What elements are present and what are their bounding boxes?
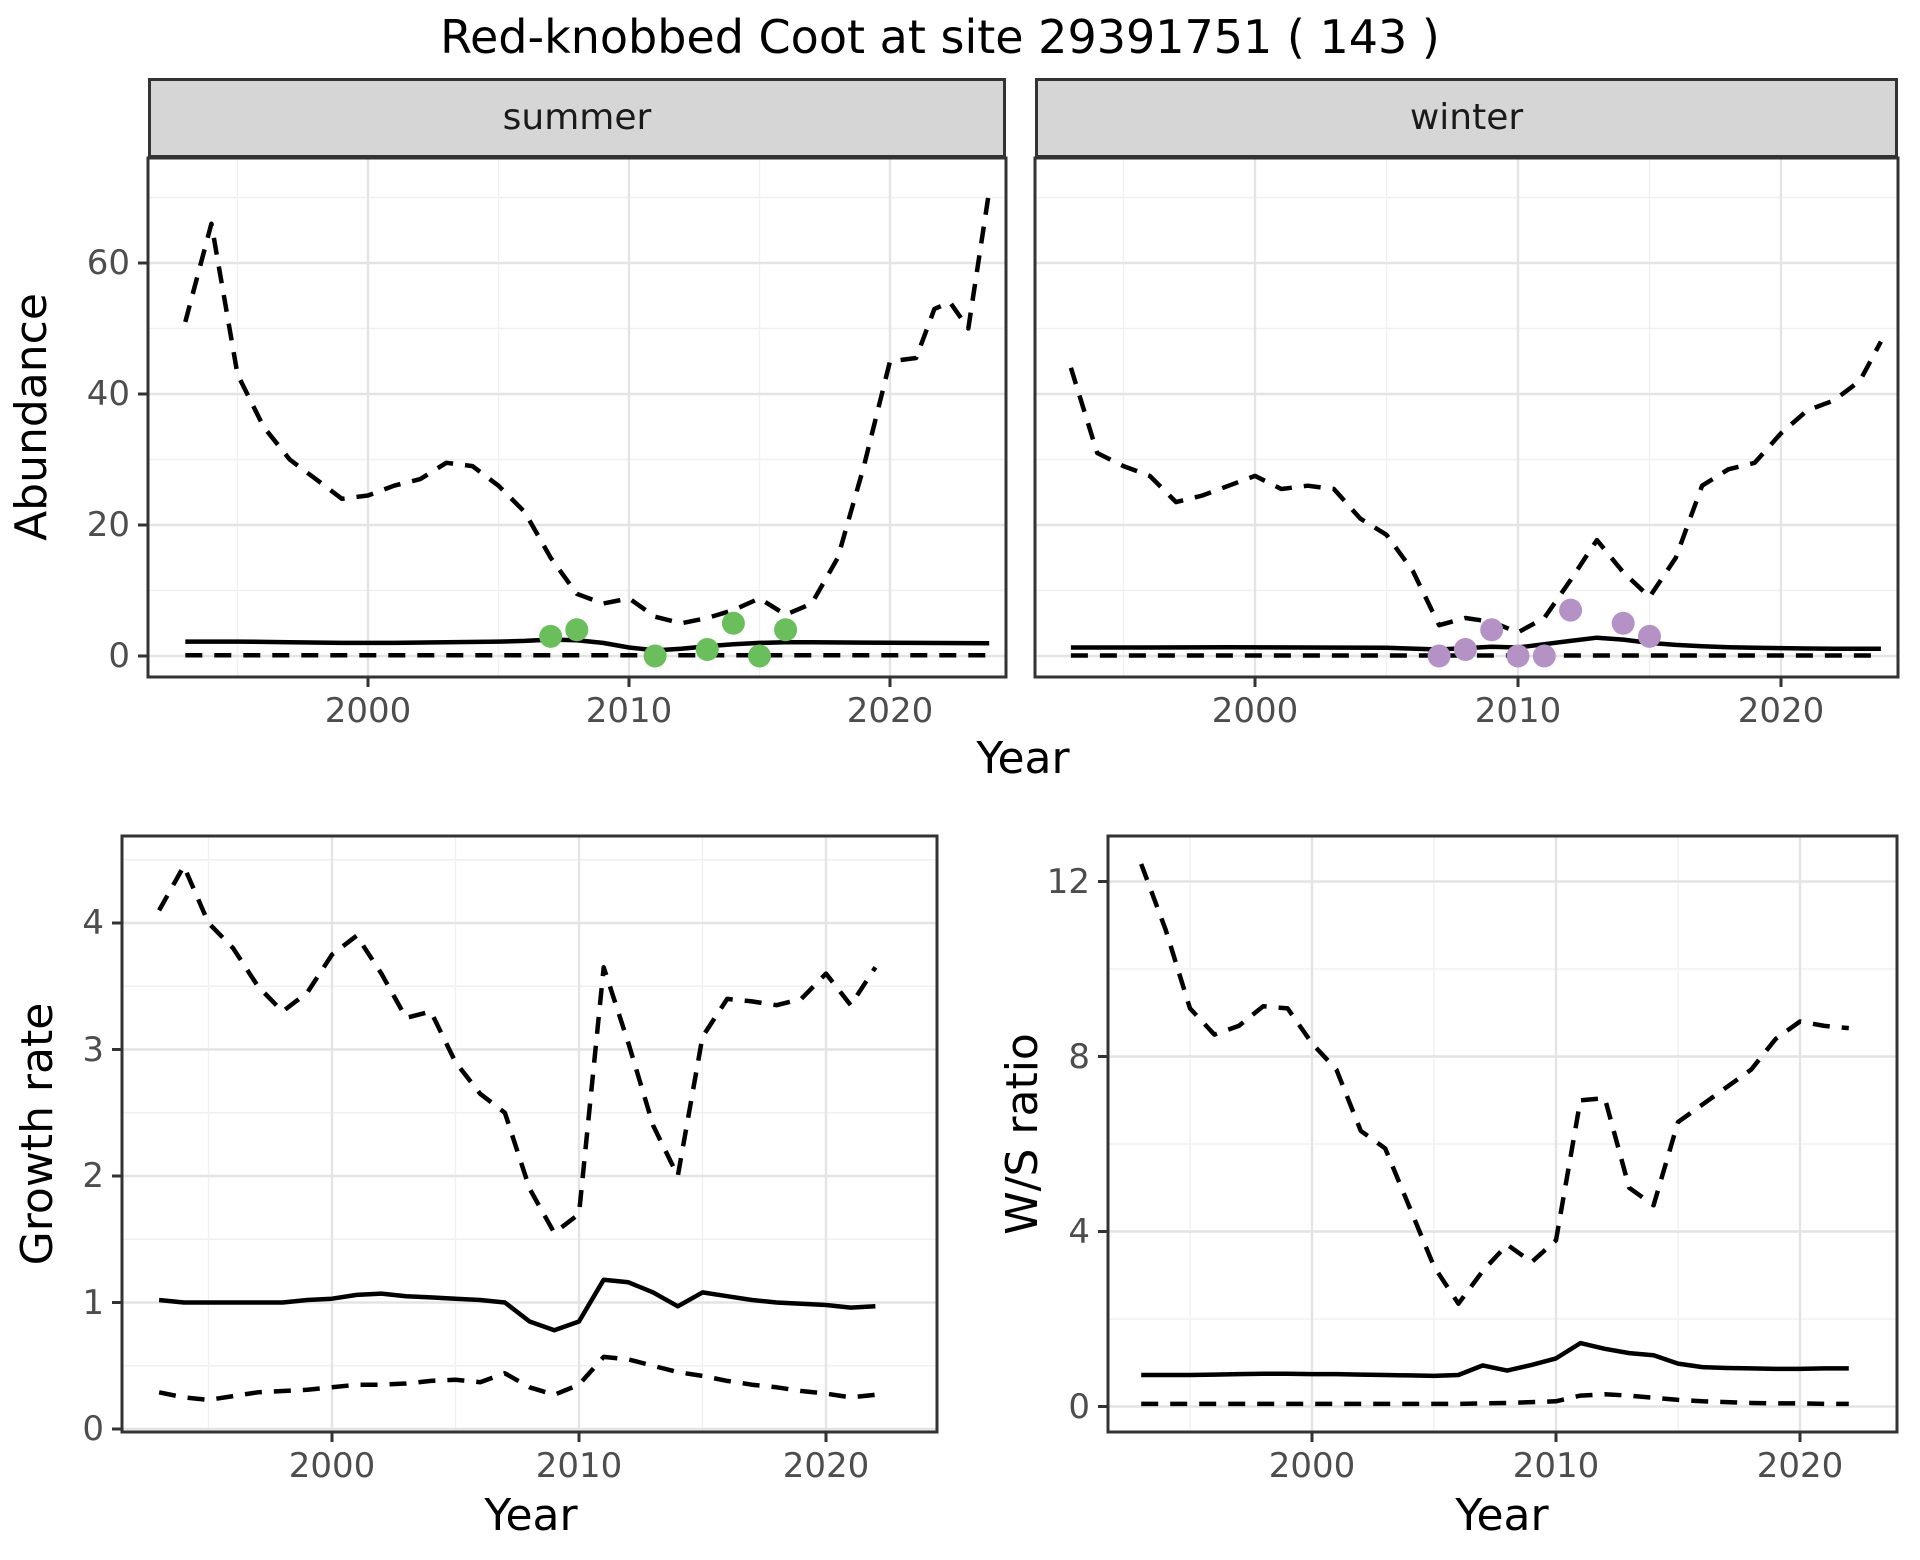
- observed-counts-point: [721, 611, 745, 635]
- chart-title: Red-knobbed Coot at site 29391751 ( 143 …: [440, 10, 1440, 64]
- y-tick-label: 3: [82, 1029, 104, 1070]
- upper-ci-line: [157, 863, 878, 1236]
- facet-strip-winter-label: winter: [1409, 97, 1524, 138]
- observed-counts-point: [1559, 598, 1583, 622]
- y-tick-label: 8: [1068, 1036, 1090, 1077]
- x-tick-label: 2020: [1737, 691, 1825, 731]
- x-tick-label: 2010: [585, 691, 673, 731]
- panel-growth-rate: [112, 834, 939, 1442]
- observed-counts-point: [643, 644, 667, 668]
- x-tick-label: 2010: [1474, 691, 1562, 731]
- x-tick-label: 2000: [1268, 1446, 1356, 1486]
- observed-counts-point: [774, 618, 798, 642]
- y-tick-label: 0: [1068, 1386, 1090, 1427]
- panel-abundance-summer: [138, 156, 1008, 687]
- x-tick-label: 2000: [1211, 691, 1299, 731]
- x-tick-label: 2000: [324, 691, 412, 731]
- top-year-axis-title: Year: [976, 733, 1070, 784]
- panel-border: [1106, 834, 1899, 1434]
- growth-year-axis-title: Year: [484, 1490, 578, 1541]
- ws-ratio-axis-title: W/S ratio: [997, 1033, 1048, 1235]
- observed-counts-point: [1453, 637, 1477, 661]
- lower-ci-line: [158, 1354, 876, 1403]
- observed-counts-point: [1480, 618, 1504, 642]
- upper-ci-line: [183, 190, 992, 626]
- lower-ci-line: [1141, 1392, 1849, 1407]
- y-tick-label: 2: [82, 1156, 104, 1196]
- panel-border: [120, 834, 939, 1434]
- observed-counts-point: [565, 618, 589, 642]
- facet-strip-winter: winter: [1035, 78, 1898, 158]
- median-line: [185, 637, 990, 653]
- median-line: [1141, 1340, 1849, 1379]
- y-tick-label: 4: [82, 903, 104, 943]
- observed-counts-point: [539, 624, 563, 648]
- x-tick-label: 2020: [782, 1446, 870, 1486]
- observed-counts-point: [695, 637, 719, 661]
- y-tick-label: 0: [82, 1409, 104, 1449]
- observed-counts-point: [1638, 624, 1661, 648]
- x-tick-label: 2010: [1512, 1446, 1600, 1486]
- x-tick-label: 2020: [1756, 1446, 1844, 1486]
- y-tick-label: 40: [86, 374, 130, 414]
- x-tick-label: 2000: [288, 1446, 376, 1486]
- panel-background: [1035, 158, 1898, 677]
- panel-abundance-winter: [1033, 156, 1900, 687]
- x-tick-label: 2020: [846, 691, 934, 731]
- panel-ws-ratio: [1098, 834, 1899, 1442]
- y-tick-label: 0: [108, 636, 130, 676]
- observed-counts-point: [748, 644, 771, 668]
- abundance-axis-title: Abundance: [6, 293, 57, 541]
- panel-background: [148, 158, 1006, 677]
- x-tick-label: 2010: [535, 1446, 623, 1486]
- upper-ci-line: [1139, 863, 1850, 1306]
- y-tick-label: 1: [82, 1282, 104, 1323]
- observed-counts-point: [1532, 644, 1556, 668]
- median-line: [1070, 635, 1881, 652]
- observed-counts-point: [1611, 611, 1635, 635]
- observed-counts-point: [1427, 644, 1451, 668]
- facet-strip-summer-label: summer: [502, 97, 652, 138]
- y-tick-label: 4: [1068, 1211, 1090, 1252]
- panel-border: [1033, 156, 1900, 679]
- y-tick-label: 20: [86, 505, 130, 545]
- observed-counts-point: [1506, 644, 1530, 668]
- upper-ci-line: [1068, 340, 1883, 635]
- panel-background: [1108, 836, 1897, 1432]
- ws-year-axis-title: Year: [1455, 1490, 1549, 1541]
- facet-strip-summer: summer: [148, 78, 1006, 158]
- y-tick-label: 12: [1046, 861, 1090, 902]
- panel-border: [146, 156, 1008, 679]
- y-tick-label: 60: [86, 243, 130, 283]
- panel-background: [122, 836, 937, 1432]
- median-line: [158, 1277, 876, 1333]
